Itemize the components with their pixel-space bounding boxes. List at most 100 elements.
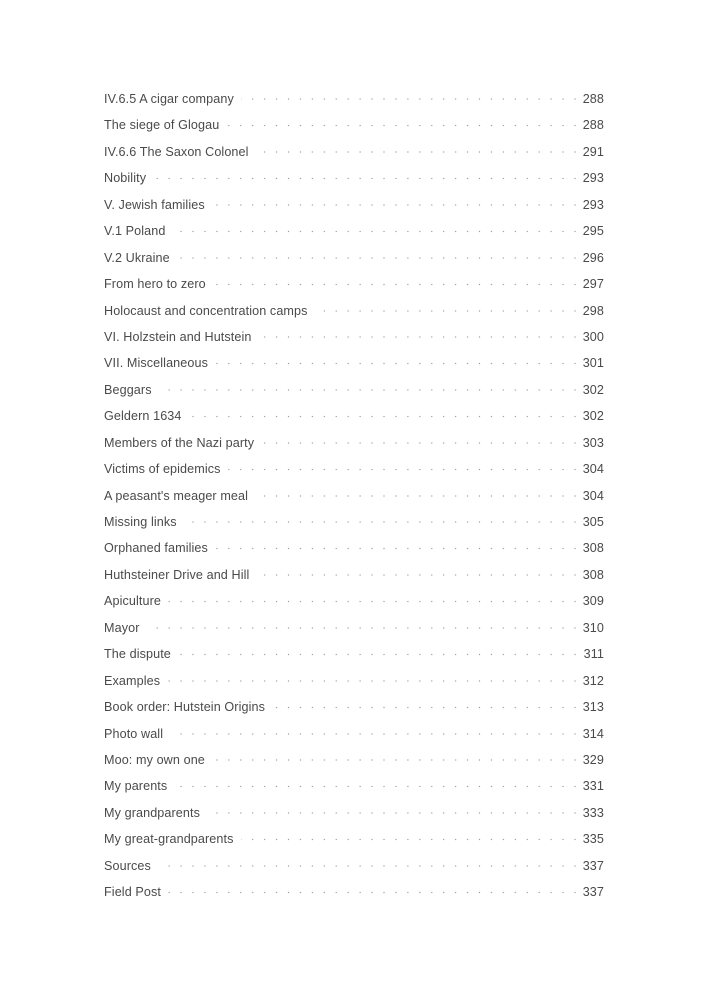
toc-entry-title: Moo: my own one [104, 746, 212, 774]
toc-entry-page-number: 293 [580, 165, 604, 192]
toc-entry-page-number: 296 [580, 244, 604, 272]
toc-entry-page-number: 304 [580, 482, 604, 509]
toc-entry-title: The dispute [104, 641, 178, 668]
toc-entry-title: Victims of epidemics [104, 456, 228, 483]
toc-entry-title: VI. Holzstein and Hutstein [104, 323, 259, 351]
toc-entry[interactable]: Moo: my own one 329 [104, 746, 604, 774]
toc-entry-page-number: 293 [580, 191, 604, 219]
toc-entry-title: Examples [104, 667, 168, 695]
toc-entry-page-number: 314 [580, 720, 604, 747]
toc-entry[interactable]: My parents 331 [104, 773, 604, 800]
toc-entry-page-number: 309 [580, 588, 604, 615]
dot-leader [104, 852, 604, 880]
toc-entry-title: Missing links [104, 509, 184, 536]
toc-entry-title: Orphaned families [104, 535, 215, 562]
toc-entry-title: The siege of Glogau [104, 112, 227, 139]
dot-leader [104, 667, 604, 695]
toc-entry-page-number: 301 [580, 350, 604, 377]
toc-entry-page-number: 303 [580, 429, 604, 457]
toc-entry[interactable]: Photo wall 314 [104, 720, 604, 747]
dot-leader [104, 879, 604, 906]
toc-entry[interactable]: Orphaned families 308 [104, 535, 604, 562]
toc-entry[interactable]: A peasant's meager meal 304 [104, 482, 604, 509]
toc-entry-title: IV.6.5 A cigar company [104, 86, 241, 113]
toc-entry-title: Apiculture [104, 588, 169, 615]
toc-entry-page-number: 297 [580, 271, 604, 298]
toc-entry[interactable]: Field Post 337 [104, 879, 604, 906]
dot-leader [104, 773, 604, 800]
toc-entry-title: V.1 Poland [104, 218, 173, 245]
toc-entry-title: V.2 Ukraine [104, 244, 177, 272]
toc-entry-page-number: 288 [580, 86, 604, 113]
toc-entry-title: My grandparents [104, 799, 208, 827]
dot-leader [104, 218, 604, 245]
toc-entry[interactable]: Examples 312 [104, 667, 604, 695]
toc-entry-page-number: 329 [580, 746, 604, 774]
table-of-contents-list: IV.6.5 A cigar company 288 The siege of Gl… [104, 86, 604, 906]
toc-entry-title: From hero to zero [104, 271, 213, 298]
toc-entry-page-number: 304 [580, 456, 604, 483]
toc-entry[interactable]: Victims of epidemics 304 [104, 456, 604, 483]
dot-leader [104, 165, 604, 192]
toc-entry-page-number: 312 [580, 667, 604, 695]
toc-entry[interactable]: The dispute 311 [104, 641, 604, 668]
toc-entry-page-number: 308 [580, 535, 604, 562]
toc-entry-title: Nobility [104, 165, 154, 192]
toc-entry[interactable]: Members of the Nazi party 303 [104, 429, 604, 457]
toc-entry[interactable]: Beggars 302 [104, 376, 604, 404]
toc-entry-title: Huthsteiner Drive and Hill [104, 561, 257, 589]
toc-entry-page-number: 311 [581, 641, 604, 668]
toc-entry[interactable]: Mayor 310 [104, 614, 604, 642]
toc-entry-title: Book order: Hutstein Origins [104, 694, 272, 721]
toc-entry-page-number: 337 [580, 879, 604, 906]
toc-entry[interactable]: VII. Miscellaneous 301 [104, 350, 604, 377]
toc-entry[interactable]: Holocaust and concentration camps 298 [104, 297, 604, 324]
toc-entry[interactable]: My great-grandparents 335 [104, 826, 604, 853]
toc-entry-title: My great-grandparents [104, 826, 241, 853]
toc-entry[interactable]: Geldern 1634 302 [104, 403, 604, 430]
toc-entry[interactable]: V.2 Ukraine 296 [104, 244, 604, 272]
toc-entry[interactable]: VI. Holzstein and Hutstein 300 [104, 323, 604, 351]
toc-entry[interactable]: V. Jewish families 293 [104, 191, 604, 219]
dot-leader [104, 588, 604, 615]
toc-entry[interactable]: The siege of Glogau 288 [104, 112, 604, 139]
toc-entry[interactable]: From hero to zero 297 [104, 271, 604, 298]
toc-entry-title: My parents [104, 773, 175, 800]
toc-entry[interactable]: My grandparents 333 [104, 799, 604, 827]
toc-entry-title: VII. Miscellaneous [104, 350, 215, 377]
toc-entry-page-number: 295 [580, 218, 604, 245]
toc-entry-title: Members of the Nazi party [104, 429, 262, 457]
toc-entry-title: V. Jewish families [104, 191, 212, 219]
dot-leader [104, 614, 604, 642]
toc-entry-page-number: 291 [580, 138, 604, 166]
toc-entry-title: Field Post [104, 879, 168, 906]
toc-entry-page-number: 302 [580, 376, 604, 404]
dot-leader [104, 244, 604, 272]
toc-entry-page-number: 337 [580, 852, 604, 880]
toc-entry-title: Beggars [104, 376, 159, 404]
dot-leader [104, 376, 604, 404]
toc-entry-title: IV.6.6 The Saxon Colonel [104, 138, 256, 166]
toc-entry[interactable]: Huthsteiner Drive and Hill 308 [104, 561, 604, 589]
toc-entry-page-number: 310 [580, 614, 604, 642]
toc-entry-title: Holocaust and concentration camps [104, 297, 315, 324]
toc-entry-title: A peasant's meager meal [104, 482, 256, 509]
toc-entry[interactable]: Nobility 293 [104, 165, 604, 192]
toc-entry[interactable]: Apiculture 309 [104, 588, 604, 615]
toc-entry-page-number: 302 [580, 403, 604, 430]
toc-entry[interactable]: Sources 337 [104, 852, 604, 880]
toc-entry-page-number: 335 [580, 826, 604, 853]
toc-entry-page-number: 333 [580, 799, 604, 827]
toc-entry-title: Geldern 1634 [104, 403, 189, 430]
toc-entry-page-number: 308 [580, 561, 604, 589]
toc-entry-title: Sources [104, 852, 158, 880]
toc-entry[interactable]: IV.6.5 A cigar company 288 [104, 86, 604, 113]
toc-entry[interactable]: IV.6.6 The Saxon Colonel 291 [104, 138, 604, 166]
toc-entry-title: Photo wall [104, 720, 171, 747]
toc-entry[interactable]: Book order: Hutstein Origins 313 [104, 694, 604, 721]
toc-entry-page-number: 313 [580, 694, 604, 721]
toc-entry[interactable]: V.1 Poland 295 [104, 218, 604, 245]
toc-entry-page-number: 305 [580, 509, 604, 536]
toc-entry[interactable]: Missing links 305 [104, 509, 604, 536]
